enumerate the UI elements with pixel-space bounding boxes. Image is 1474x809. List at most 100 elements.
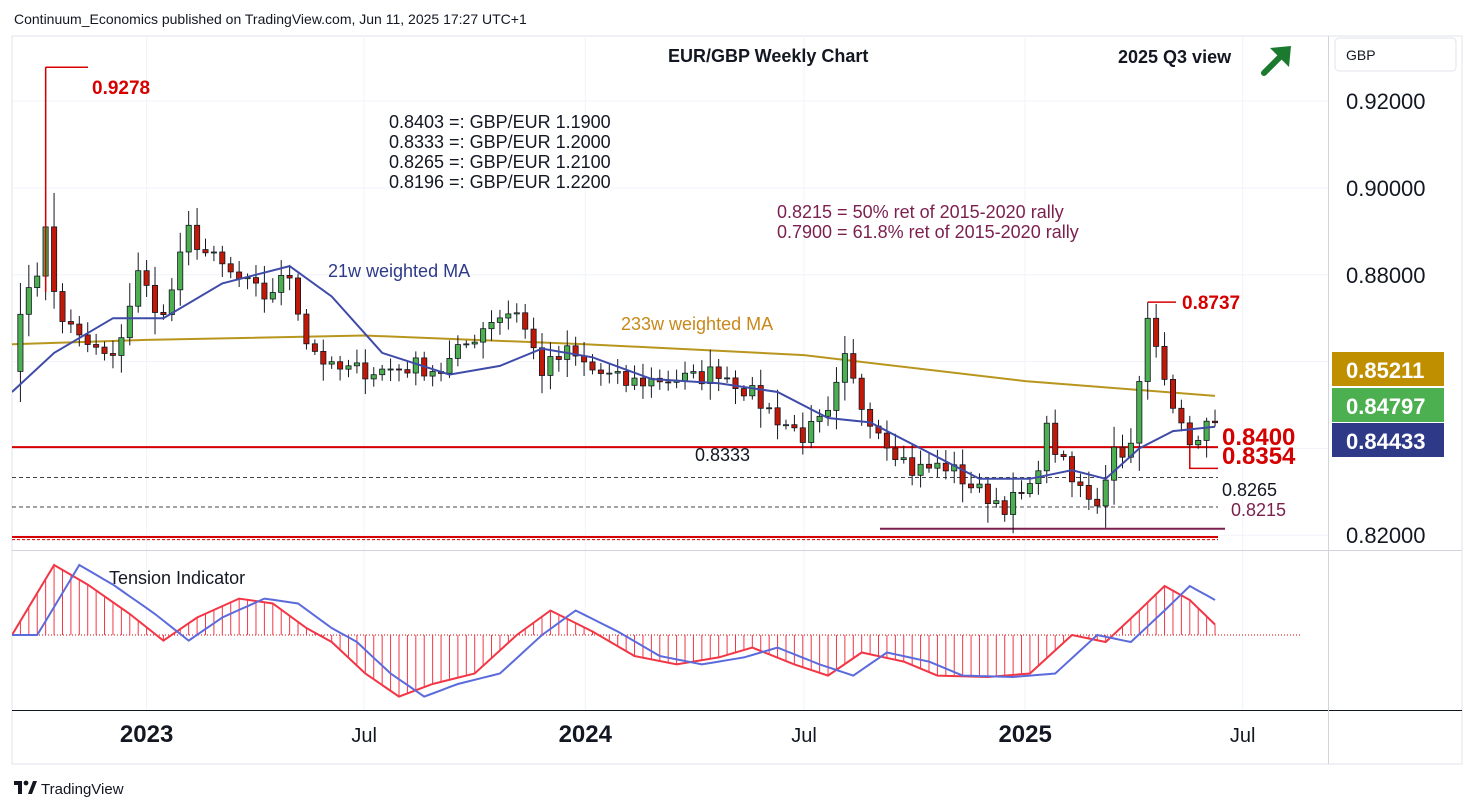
candle — [984, 478, 991, 523]
candle — [1144, 302, 1151, 400]
arrow-up-right-icon — [1261, 46, 1291, 76]
candle — [412, 351, 419, 386]
candle — [513, 303, 520, 323]
candle — [757, 369, 764, 428]
candle — [202, 238, 209, 257]
candle — [1043, 415, 1050, 484]
conversion-4: 0.8196 =: GBP/EUR 1.2200 — [389, 172, 611, 192]
candle — [1026, 477, 1033, 498]
candle — [471, 334, 478, 349]
chart-title: EUR/GBP Weekly Chart — [668, 46, 868, 66]
candle — [883, 420, 890, 461]
candle — [252, 265, 259, 297]
candle — [34, 262, 41, 297]
candle — [261, 265, 268, 313]
candle — [1203, 417, 1210, 458]
candle — [1178, 399, 1185, 432]
price-badges: 0.85211 0.84797 0.84433 — [1332, 352, 1444, 457]
candle — [395, 364, 402, 382]
candle — [926, 452, 933, 473]
candle — [496, 309, 503, 335]
candle — [555, 345, 562, 372]
candle — [1077, 473, 1084, 498]
candle — [17, 283, 24, 402]
candle — [67, 309, 74, 334]
candle — [1094, 487, 1101, 514]
candle — [867, 402, 874, 439]
candle — [1069, 451, 1076, 498]
candle — [59, 283, 66, 334]
candle — [337, 355, 344, 381]
candle — [286, 264, 293, 291]
price-tick-2: 0.88000 — [1346, 263, 1426, 288]
candle — [1060, 450, 1067, 461]
candle — [917, 450, 924, 488]
candle — [791, 414, 798, 432]
price-badge-1: 0.84797 — [1332, 388, 1444, 422]
ma233-line — [12, 334, 1216, 397]
level-8354-label: 0.8354 — [1222, 443, 1296, 470]
candle — [850, 339, 857, 384]
candle — [379, 364, 386, 381]
candle — [774, 389, 781, 440]
candle — [1136, 375, 1143, 471]
price-badge-label: 0.84797 — [1346, 394, 1426, 419]
candle — [362, 349, 369, 395]
candle — [151, 266, 158, 335]
currency-label: GBP — [1346, 47, 1376, 63]
candle — [311, 339, 318, 355]
price-pane — [12, 66, 1225, 541]
time-tick-1: Jul — [351, 725, 377, 747]
candle — [194, 207, 201, 260]
time-axis-ticks: 2023 Jul 2024 Jul 2025 Jul — [120, 721, 1256, 748]
candle — [219, 245, 226, 278]
ma233-label: 233w weighted MA — [621, 314, 773, 334]
candle — [841, 336, 848, 401]
candle — [1212, 409, 1219, 427]
candle — [446, 340, 453, 378]
candle — [1085, 471, 1092, 511]
candle — [1052, 409, 1059, 463]
price-badge-2: 0.84433 — [1332, 423, 1444, 457]
candle — [210, 245, 217, 262]
candle — [84, 322, 91, 353]
candle — [581, 342, 588, 377]
indicator-title: Tension Indicator — [109, 568, 245, 588]
candle — [404, 361, 411, 378]
level-8215-label: 0.8215 — [1231, 500, 1286, 520]
candle — [707, 349, 714, 400]
candle — [993, 487, 1000, 508]
candle — [1102, 465, 1109, 528]
candle — [690, 364, 697, 379]
candle — [858, 373, 865, 426]
candle — [715, 358, 722, 392]
candle — [766, 402, 773, 414]
candle — [118, 324, 125, 373]
price-tick-1: 0.90000 — [1346, 176, 1426, 201]
currency-button[interactable] — [1334, 37, 1457, 72]
conversion-3: 0.8265 =: GBP/EUR 1.2100 — [389, 152, 611, 172]
indicator-signal-line — [12, 563, 1216, 698]
indicator-histogram — [19, 565, 1216, 697]
candle — [1195, 435, 1202, 449]
candle — [976, 473, 983, 493]
candle — [1111, 426, 1118, 505]
candle — [25, 264, 32, 337]
candle — [101, 341, 108, 361]
candle — [900, 445, 907, 464]
time-tick-0: 2023 — [120, 721, 173, 748]
marker-lines — [44, 66, 1218, 470]
candle — [320, 339, 327, 381]
candle — [614, 359, 621, 384]
candle — [353, 349, 360, 374]
candle — [303, 308, 310, 350]
chart-frame — [11, 35, 1463, 765]
candle — [345, 359, 352, 378]
candle — [698, 360, 705, 391]
publisher-text: Continuum_Economics published on Trading… — [14, 11, 527, 27]
ma21-label: 21w weighted MA — [328, 261, 470, 281]
price-tick-4: 0.82000 — [1346, 523, 1426, 548]
candle — [631, 365, 638, 390]
candle — [387, 358, 394, 382]
